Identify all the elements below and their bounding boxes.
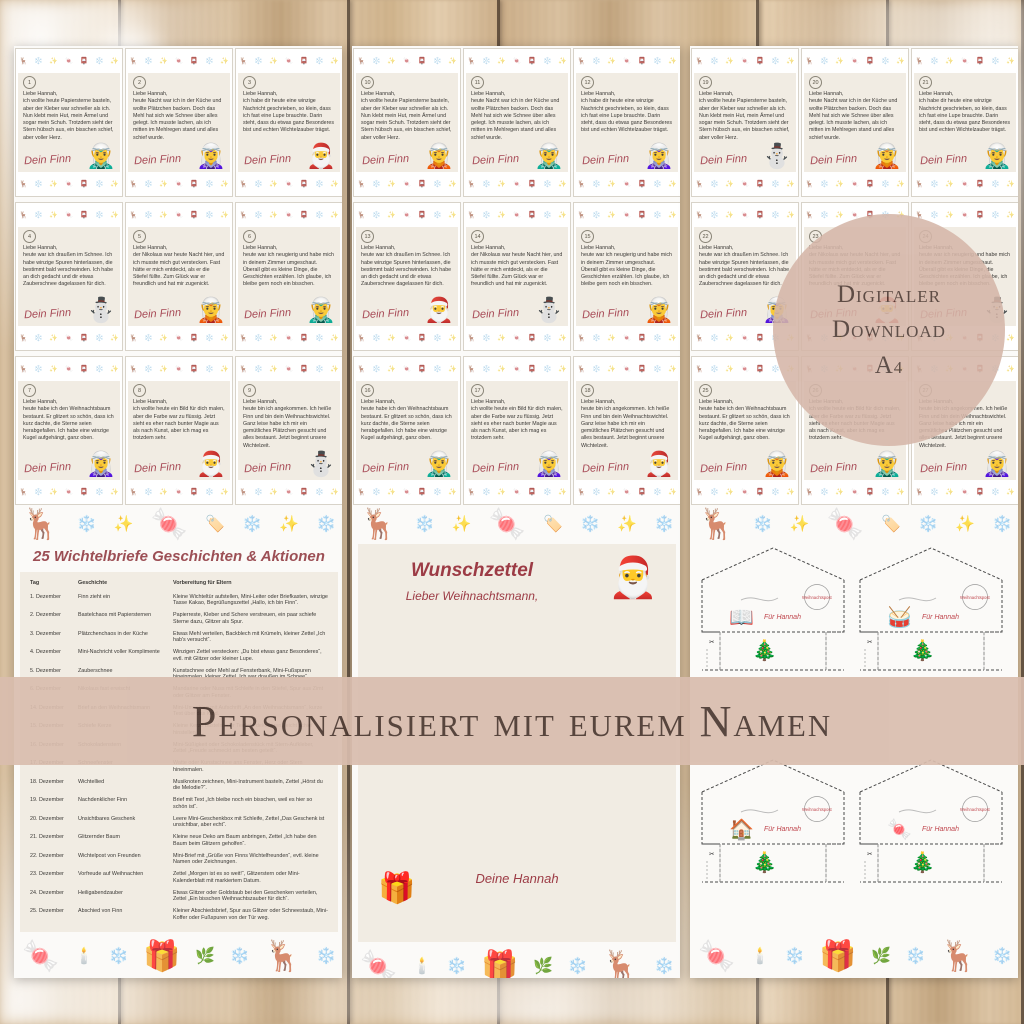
svg-text:✂: ✂ — [867, 851, 872, 858]
svg-text:Weihnachtspost: Weihnachtspost — [802, 595, 833, 600]
svg-text:Weihnachtspost: Weihnachtspost — [960, 807, 991, 812]
svg-text:✂: ✂ — [709, 639, 714, 646]
svg-text:Weihnachtspost: Weihnachtspost — [802, 807, 833, 812]
svg-text:Weihnachtspost: Weihnachtspost — [960, 595, 991, 600]
svg-text:✂: ✂ — [709, 851, 714, 858]
svg-text:✂: ✂ — [867, 639, 872, 646]
